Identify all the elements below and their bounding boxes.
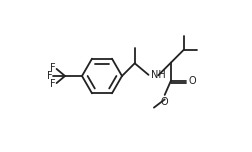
Text: F: F: [47, 71, 52, 81]
Text: O: O: [160, 97, 168, 107]
Text: F: F: [50, 79, 56, 89]
Text: F: F: [50, 63, 56, 73]
Text: O: O: [188, 76, 196, 86]
Text: NH: NH: [150, 70, 165, 80]
